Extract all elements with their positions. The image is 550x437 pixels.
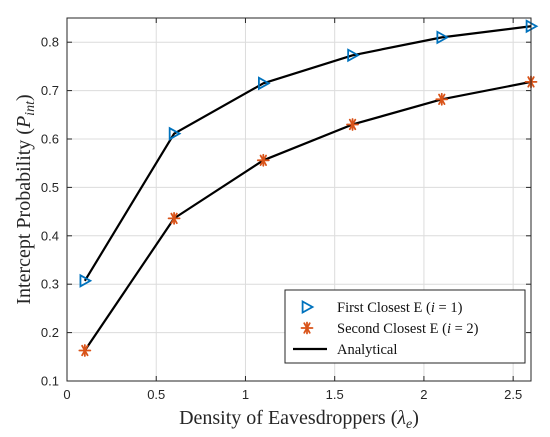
y-tick-label: 0.8 — [41, 35, 59, 50]
data-point-first-closest — [79, 273, 93, 288]
y-axis-label-main: Intercept Probability ( — [13, 128, 35, 305]
data-point-second-closest — [435, 92, 449, 106]
grid — [66, 18, 531, 382]
data-point-second-closest — [256, 153, 270, 167]
y-tick-label: 0.5 — [41, 180, 59, 195]
legend-entry-first-closest: First Closest E (i = 1) — [337, 300, 463, 316]
ticks: 0 0.5 1 1.5 2 2.5 0.1 0.2 0.3 0.4 0.5 0.6 0.7 0.8 — [41, 18, 531, 402]
data-point-first-closest — [258, 76, 271, 91]
analytical-curve-2 — [83, 80, 532, 352]
y-axis-label-close: ) — [13, 94, 35, 101]
plot-frame — [66, 17, 532, 382]
y-axis-label: Intercept Probability (Pint) — [13, 94, 38, 304]
x-tick-label: 1.5 — [326, 387, 344, 402]
y-tick-label: 0.4 — [41, 228, 59, 243]
data-point-first-closest — [525, 19, 539, 34]
analytical-curves — [83, 25, 532, 352]
legend-marker-asterisk — [300, 321, 314, 335]
y-tick-label: 0.1 — [41, 374, 59, 389]
x-axis-label-sub: e — [406, 417, 412, 432]
x-axis-label-main: Density of Eavesdroppers ( — [179, 407, 398, 429]
data-point-second-closest — [346, 118, 359, 131]
analytical-curve-1 — [83, 25, 532, 282]
x-axis-label: Density of Eavesdroppers (λe) — [179, 407, 419, 432]
data-point-second-closest — [167, 211, 181, 225]
legend-box — [284, 289, 526, 364]
x-axis-label-var: λ — [396, 407, 406, 429]
data-point-first-closest — [436, 30, 450, 45]
y-axis-label-var: P — [13, 116, 35, 129]
x-tick-label: 2.5 — [504, 387, 522, 402]
data-point-second-closest — [78, 344, 92, 357]
y-tick-label: 0.7 — [41, 83, 59, 98]
x-axis-label-close: ) — [412, 407, 419, 429]
x-tick-label: 1 — [242, 387, 249, 402]
data-point-first-closest — [347, 48, 360, 63]
y-tick-label: 0.2 — [41, 325, 59, 340]
y-axis-label-sub: int — [23, 100, 38, 116]
legend-marker-triangle — [301, 299, 315, 315]
y-tick-label: 0.3 — [41, 277, 59, 292]
x-tick-label: 0 — [63, 387, 70, 402]
x-tick-label: 0.5 — [147, 387, 165, 402]
y-tick-label: 0.6 — [41, 132, 59, 147]
legend: First Closest E (i = 1) Second Closest E… — [284, 289, 526, 364]
x-tick-label: 2 — [420, 387, 427, 402]
markers — [78, 19, 539, 357]
data-point-first-closest — [168, 126, 182, 141]
legend-entry-second-closest: Second Closest E (i = 2) — [337, 321, 479, 337]
legend-markers — [293, 299, 327, 351]
legend-entry-analytical: Analytical — [337, 342, 397, 358]
